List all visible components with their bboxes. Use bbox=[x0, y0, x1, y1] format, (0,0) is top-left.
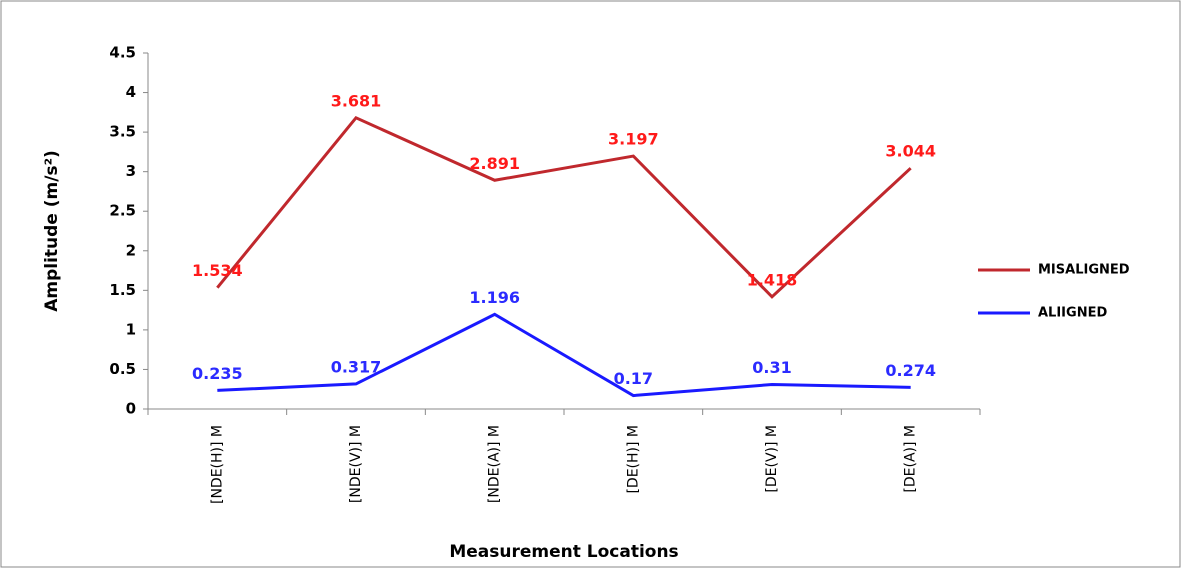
data-label: 0.31 bbox=[752, 358, 791, 377]
series-line bbox=[216, 115, 912, 299]
data-label: 0.235 bbox=[192, 364, 243, 383]
y-tick-label: 1 bbox=[126, 320, 136, 338]
legend-label: MISALIGNED bbox=[1038, 263, 1130, 278]
data-label: 2.891 bbox=[469, 154, 520, 173]
x-tick-label: [DE(V)] M bbox=[764, 425, 780, 493]
y-tick-label: 3.5 bbox=[109, 123, 136, 141]
y-tick-label: 3 bbox=[126, 162, 136, 180]
y-tick-label: 0 bbox=[126, 400, 136, 418]
y-tick-label: 2 bbox=[126, 241, 136, 259]
y-tick-label: 2.5 bbox=[109, 202, 136, 220]
data-label: 3.681 bbox=[331, 91, 382, 110]
data-label: 0.274 bbox=[885, 361, 936, 380]
x-tick-label: [NDE(A)] M bbox=[487, 425, 503, 503]
series-line bbox=[217, 312, 911, 398]
y-tick-label: 4 bbox=[126, 83, 136, 101]
data-label: 1.196 bbox=[469, 288, 520, 307]
y-axis-title: Amplitude (m/s²) bbox=[42, 150, 62, 312]
data-label: 0.317 bbox=[331, 357, 382, 376]
x-tick-label: [DE(A)] M bbox=[903, 425, 919, 493]
data-label: 1.534 bbox=[192, 261, 243, 280]
y-tick-label: 1.5 bbox=[109, 281, 136, 299]
x-tick-label: [NDE(H)] M bbox=[209, 425, 225, 504]
legend-label: ALIIGNED bbox=[1038, 306, 1107, 321]
y-tick-label: 4.5 bbox=[109, 44, 136, 62]
data-label: 0.17 bbox=[614, 369, 653, 388]
data-label: 3.044 bbox=[885, 142, 936, 161]
x-tick-label: [DE(H)] M bbox=[625, 425, 641, 494]
y-tick-label: 0.5 bbox=[109, 360, 136, 378]
x-tick-label: [NDE(V)] M bbox=[348, 425, 364, 503]
x-axis-title: Measurement Locations bbox=[449, 542, 678, 562]
data-label: 1.418 bbox=[747, 270, 798, 289]
data-label: 3.197 bbox=[608, 130, 659, 149]
